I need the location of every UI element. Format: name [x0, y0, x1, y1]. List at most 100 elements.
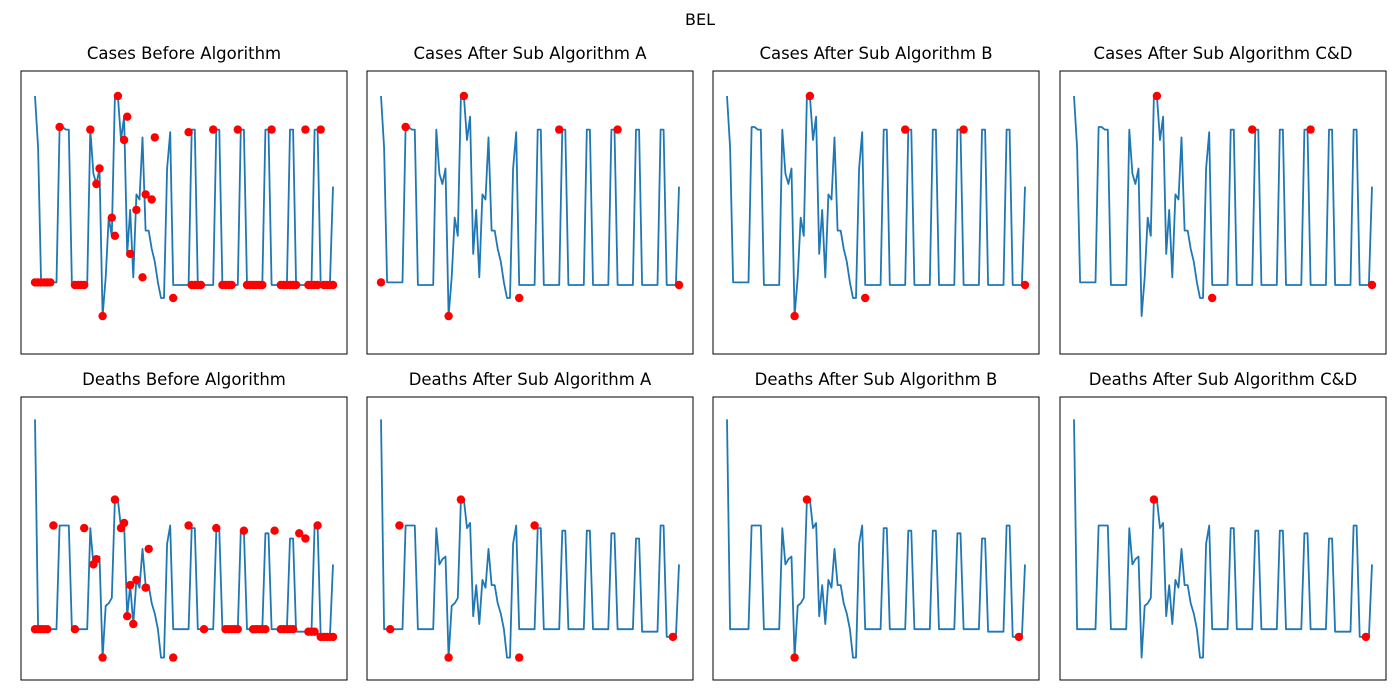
subplot-title: Deaths After Sub Algorithm C&D	[1088, 370, 1358, 389]
outlier-marker	[227, 280, 236, 290]
outlier-marker	[613, 125, 622, 134]
outlier-marker	[328, 632, 338, 642]
outlier-marker	[92, 179, 101, 189]
outlier-marker	[790, 311, 799, 321]
outlier-marker	[1149, 495, 1159, 504]
series-line	[726, 419, 1026, 659]
outlier-marker	[147, 195, 156, 204]
outlier-marker	[126, 249, 135, 259]
outlier-marker	[119, 135, 129, 145]
outlier-marker	[138, 273, 147, 282]
outlier-marker	[49, 521, 58, 530]
outlier-marker	[110, 231, 120, 240]
outlier-marker	[233, 125, 242, 134]
outlier-marker	[1020, 280, 1030, 290]
outlier-marker	[802, 495, 812, 504]
outlier-marker	[386, 625, 395, 634]
series-line	[380, 95, 680, 318]
outlier-marker	[555, 125, 564, 134]
outlier-marker	[1014, 632, 1024, 642]
outlier-marker	[515, 653, 524, 662]
outlier-marker	[668, 632, 678, 642]
outlier-marker	[169, 293, 178, 303]
subplot-title: Deaths Before Algorithm	[82, 370, 286, 389]
outlier-marker	[261, 625, 270, 634]
outlier-marker	[805, 91, 815, 101]
outlier-marker	[313, 280, 322, 290]
subplot-title: Deaths After Sub Algorithm A	[408, 370, 652, 389]
outlier-marker	[301, 534, 310, 543]
outlier-marker	[209, 125, 218, 134]
outlier-marker	[395, 521, 404, 530]
outlier-marker	[1306, 125, 1315, 134]
plot-area	[366, 396, 694, 681]
outlier-marker	[196, 280, 206, 290]
axes-frame	[712, 70, 1040, 355]
outlier-marker	[141, 190, 150, 199]
outlier-marker	[86, 125, 95, 134]
outlier-marker	[459, 91, 469, 101]
outlier-marker	[95, 164, 104, 173]
outlier-marker	[1208, 293, 1217, 303]
outlier-marker	[123, 612, 132, 621]
plot-area	[1059, 70, 1387, 355]
outlier-marker	[119, 518, 129, 528]
outlier-marker	[98, 311, 107, 321]
subplot-title: Cases After Sub Algorithm A	[413, 44, 647, 63]
outlier-marker	[288, 625, 298, 634]
plot-area	[712, 70, 1040, 355]
outlier-marker	[98, 653, 107, 662]
outlier-marker	[141, 583, 150, 592]
outlier-marker	[530, 521, 539, 530]
outlier-marker	[80, 280, 89, 290]
series-line	[1073, 419, 1373, 659]
outlier-marker	[123, 112, 132, 121]
series-line	[726, 95, 1026, 318]
outlier-marker	[401, 122, 410, 132]
series-line	[380, 419, 680, 659]
outlier-marker	[144, 544, 153, 554]
outlier-marker	[184, 128, 193, 137]
plot-area	[712, 396, 1040, 681]
subplot-title: Deaths After Sub Algorithm B	[754, 370, 998, 389]
outlier-marker	[444, 311, 453, 321]
subplot-title: Cases After Sub Algorithm B	[759, 44, 993, 63]
outlier-marker	[291, 280, 301, 290]
outlier-marker	[1152, 91, 1162, 101]
plot-area	[366, 70, 694, 355]
outlier-marker	[239, 526, 249, 535]
outlier-marker	[132, 575, 141, 585]
plot-area	[20, 70, 348, 355]
outlier-marker	[92, 555, 101, 564]
subplot-title: Cases Before Algorithm	[86, 44, 282, 63]
outlier-marker	[674, 280, 684, 290]
outlier-marker	[267, 125, 276, 134]
outlier-marker	[328, 280, 338, 290]
subplot-title: Cases After Sub Algorithm C&D	[1093, 44, 1353, 63]
outlier-marker	[901, 125, 910, 134]
axes-frame	[366, 70, 694, 355]
outlier-marker	[790, 653, 799, 662]
outlier-marker	[107, 213, 117, 222]
plot-area	[20, 396, 348, 681]
outlier-marker	[444, 653, 453, 662]
outlier-marker	[310, 627, 319, 636]
outlier-marker	[70, 625, 80, 634]
outlier-marker	[1367, 280, 1377, 290]
outlier-marker	[184, 521, 193, 530]
outlier-marker	[1248, 125, 1257, 134]
axes-frame	[20, 70, 348, 355]
outlier-marker	[258, 280, 267, 290]
outlier-marker	[295, 529, 304, 538]
outlier-marker	[132, 205, 141, 215]
outlier-marker	[80, 523, 89, 533]
outlier-marker	[515, 293, 524, 303]
outlier-marker	[129, 619, 138, 629]
outlier-marker	[110, 495, 120, 504]
outlier-marker	[456, 495, 466, 504]
outlier-marker	[55, 122, 64, 132]
outlier-marker	[169, 653, 178, 662]
outlier-marker	[150, 133, 159, 142]
outlier-marker	[46, 278, 55, 287]
outlier-marker	[270, 526, 279, 535]
